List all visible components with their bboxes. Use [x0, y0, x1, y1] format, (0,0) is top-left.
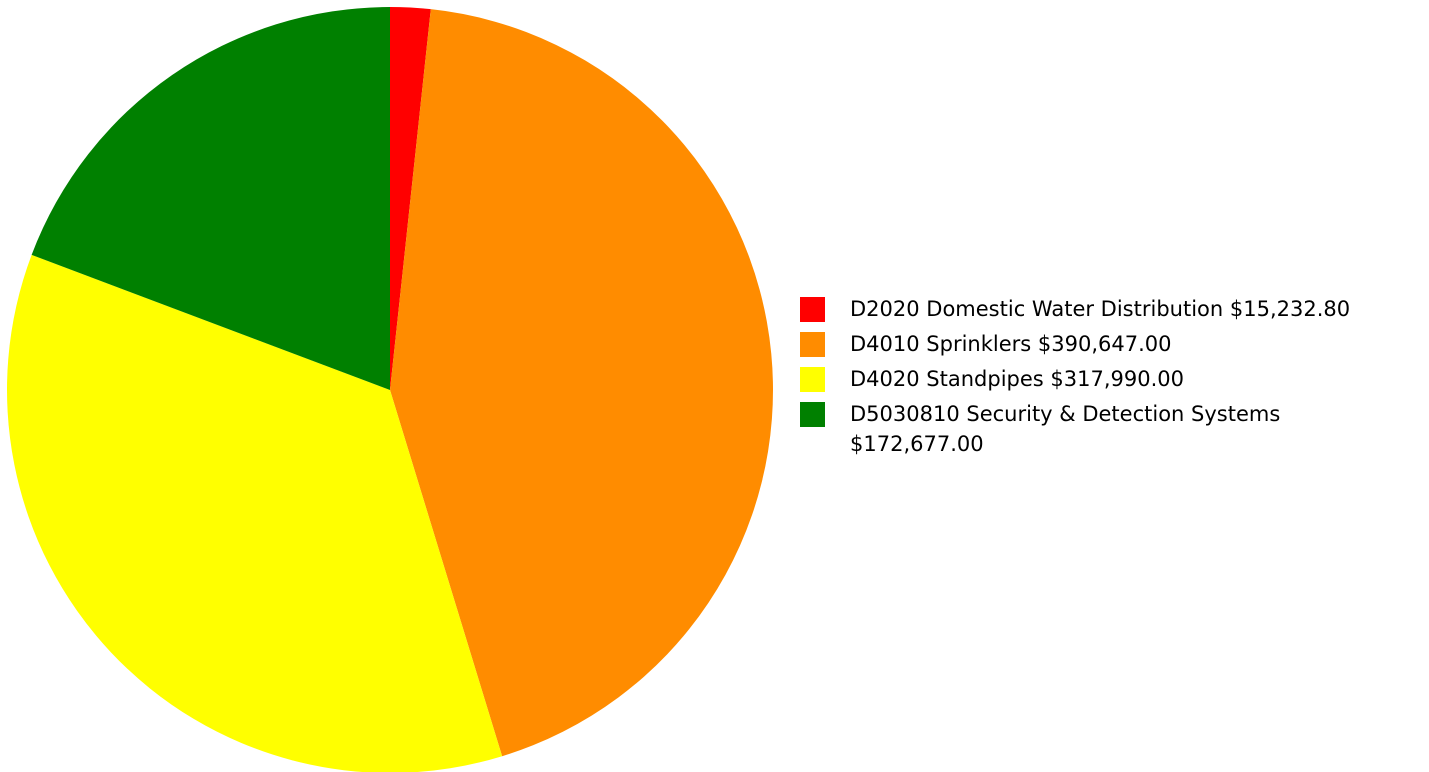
legend-item-domestic-water: D2020 Domestic Water Distribution $15,23… [800, 296, 1400, 324]
legend-item-security-detection: D5030810 Security & Detection Systems $1… [800, 401, 1400, 459]
legend-text-standpipes: D4020 Standpipes [850, 367, 1044, 391]
legend-text-security-detection: D5030810 Security & Detection Systems [850, 402, 1281, 426]
legend-swatch-domestic-water [800, 297, 825, 322]
legend-label-security-detection: D5030810 Security & Detection Systems $1… [850, 399, 1280, 459]
legend-amount-standpipes: $317,990.00 [1050, 367, 1185, 391]
legend-swatch-security-detection [800, 402, 825, 427]
legend-text-sprinklers: D4010 Sprinklers [850, 332, 1032, 356]
legend-amount-security-detection: $172,677.00 [850, 432, 984, 456]
legend-swatch-standpipes [800, 367, 825, 392]
legend-label-sprinklers: D4010 Sprinklers $390,647.00 [850, 329, 1172, 359]
legend-item-sprinklers: D4010 Sprinklers $390,647.00 [800, 331, 1400, 359]
pie-chart [7, 7, 773, 772]
pie-slice-security-detection [31, 7, 390, 390]
legend-amount-domestic-water: $15,232.80 [1229, 297, 1351, 321]
legend-amount-sprinklers: $390,647.00 [1037, 332, 1172, 356]
legend-swatch-sprinklers [800, 332, 825, 357]
legend-item-standpipes: D4020 Standpipes $317,990.00 [800, 366, 1400, 394]
pie-slice-sprinklers [390, 9, 773, 757]
legend-label-domestic-water: D2020 Domestic Water Distribution $15,23… [850, 294, 1350, 324]
legend-label-standpipes: D4020 Standpipes $317,990.00 [850, 364, 1184, 394]
legend-text-domestic-water: D2020 Domestic Water Distribution [850, 297, 1224, 321]
pie-slice-standpipes [7, 254, 503, 772]
legend: D2020 Domestic Water Distribution $15,23… [800, 296, 1400, 466]
pie-slice-domestic-water [390, 7, 431, 390]
